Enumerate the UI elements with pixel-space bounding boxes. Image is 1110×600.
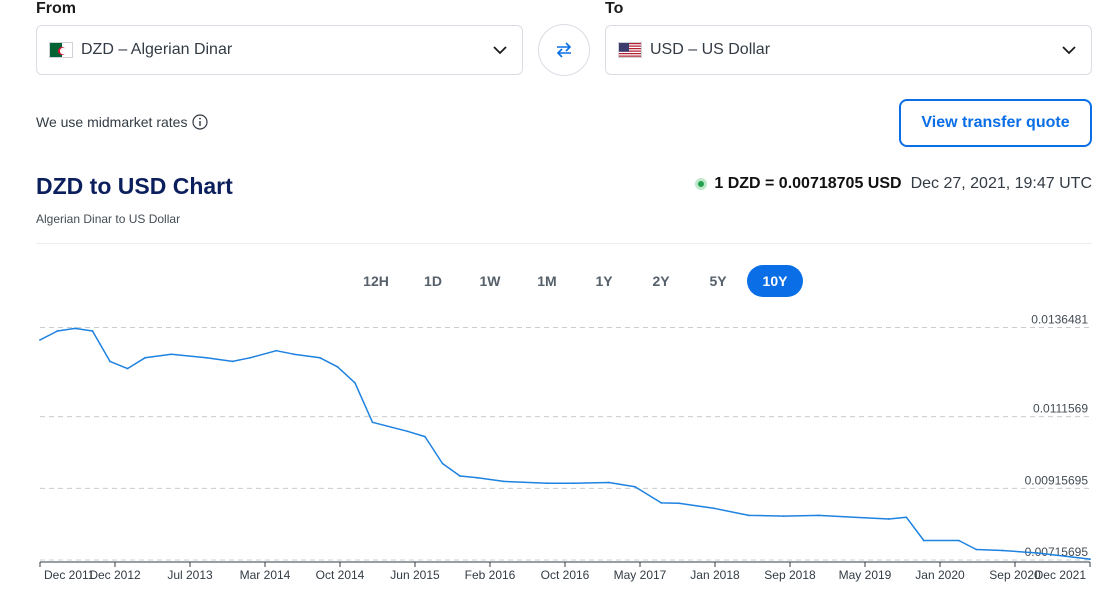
y-tick-label: 0.00715695	[1025, 545, 1089, 559]
x-tick-label: Oct 2016	[541, 568, 590, 582]
x-tick-label: Oct 2014	[316, 568, 365, 582]
x-tick-label: Dec 2012	[89, 568, 141, 582]
y-tick-label: 0.0136481	[1031, 312, 1088, 326]
data-point	[170, 353, 173, 356]
data-point	[747, 514, 750, 517]
data-point	[371, 421, 374, 424]
data-point	[109, 360, 111, 363]
x-tick-label: May 2019	[839, 568, 892, 582]
data-point	[275, 349, 278, 352]
x-tick-label: Sep 2020	[989, 568, 1041, 582]
data-point	[441, 462, 444, 465]
x-tick-label: Feb 2016	[465, 568, 516, 582]
midmarket-text: We use midmarket rates	[36, 114, 188, 130]
data-point	[56, 330, 59, 332]
swap-arrows-icon	[556, 42, 572, 58]
data-point	[975, 548, 978, 551]
midmarket-note: We use midmarket rates	[36, 114, 209, 130]
x-tick-label: Jul 2013	[167, 568, 213, 582]
x-tick-label: Mar 2014	[240, 568, 291, 582]
y-tick-label: 0.0111569	[1033, 402, 1088, 416]
chevron-down-icon	[493, 46, 507, 55]
algeria-flag-icon	[49, 42, 73, 58]
data-point	[424, 435, 426, 438]
view-transfer-quote-button[interactable]: View transfer quote	[899, 99, 1092, 147]
y-tick-label: 0.00915695	[1025, 473, 1089, 487]
x-tick-label: Jun 2015	[390, 568, 440, 582]
data-point	[677, 502, 680, 505]
x-tick-label: Sep 2018	[764, 568, 816, 582]
data-point	[607, 481, 610, 484]
from-label: From	[36, 0, 76, 17]
series-line	[39, 327, 1091, 560]
range-tabs: 12H 1D 1W 1M 1Y 2Y 5Y 10Y	[348, 265, 803, 297]
chevron-down-icon	[1062, 46, 1076, 55]
range-tab-10y[interactable]: 10Y	[747, 265, 803, 297]
data-point	[231, 360, 234, 363]
swap-currencies-button[interactable]	[538, 24, 590, 76]
rate-timestamp: Dec 27, 2021, 19:47 UTC	[910, 175, 1092, 192]
live-indicator-icon	[695, 178, 708, 190]
data-point	[39, 339, 41, 341]
data-point	[126, 367, 129, 370]
range-tab-12h[interactable]: 12H	[363, 273, 389, 289]
data-point	[905, 516, 908, 519]
data-point	[1001, 549, 1004, 552]
x-tick-label: May 2017	[614, 568, 667, 582]
range-tab-1m[interactable]: 1M	[537, 273, 557, 289]
x-tick-label: Dec 2021	[1035, 568, 1087, 582]
x-tick-label: Jan 2018	[690, 568, 740, 582]
info-icon[interactable]	[192, 114, 209, 130]
data-point	[782, 515, 785, 518]
data-point	[852, 516, 855, 519]
range-tab-1y[interactable]: 1Y	[595, 273, 613, 289]
range-tab-2y[interactable]: 2Y	[652, 273, 670, 289]
data-point	[1089, 558, 1091, 561]
data-point	[1036, 552, 1039, 554]
to-currency-value: USD – US Dollar	[650, 41, 771, 58]
us-flag-icon	[618, 42, 642, 58]
chart-title: DZD to USD Chart	[36, 173, 233, 199]
rate-chart: 0.0136481 0.0111569 0.00915695 0.00715695 De…	[39, 312, 1091, 582]
data-point	[319, 356, 321, 359]
data-point	[922, 539, 925, 542]
data-point	[887, 518, 890, 520]
range-tab-1w[interactable]: 1W	[479, 273, 501, 289]
data-point	[249, 356, 251, 359]
data-point	[91, 330, 94, 332]
current-rate: 1 DZD = 0.00718705 USD Dec 27, 2021, 19:…	[695, 175, 1092, 193]
data-point	[336, 365, 339, 368]
data-point	[406, 430, 409, 433]
data-point	[205, 356, 208, 359]
data-point	[546, 482, 549, 485]
data-point	[712, 507, 715, 510]
from-currency-select[interactable]: DZD – Algerian Dinar	[36, 25, 523, 75]
data-point	[354, 381, 356, 384]
chart-subtitle: Algerian Dinar to US Dollar	[36, 212, 181, 226]
data-point	[459, 475, 461, 477]
data-point	[476, 476, 479, 479]
from-currency-value: DZD – Algerian Dinar	[81, 41, 233, 58]
x-tick-label: Dec 2011	[44, 568, 95, 582]
divider	[36, 243, 1092, 244]
to-label: To	[605, 0, 624, 17]
rate-value: 1 DZD = 0.00718705 USD	[714, 175, 902, 192]
range-tab-5y[interactable]: 5Y	[709, 273, 727, 289]
data-point	[74, 327, 76, 330]
to-currency-select[interactable]: USD – US Dollar	[605, 25, 1092, 75]
data-point	[502, 480, 505, 483]
data-point	[957, 539, 960, 542]
x-tick-label: Jan 2020	[915, 568, 965, 582]
data-point	[144, 356, 146, 359]
data-point	[572, 482, 575, 485]
range-tab-1d[interactable]: 1D	[424, 273, 442, 289]
data-point	[292, 353, 295, 356]
data-point	[634, 485, 636, 488]
data-point	[817, 514, 820, 517]
data-point	[660, 501, 663, 504]
